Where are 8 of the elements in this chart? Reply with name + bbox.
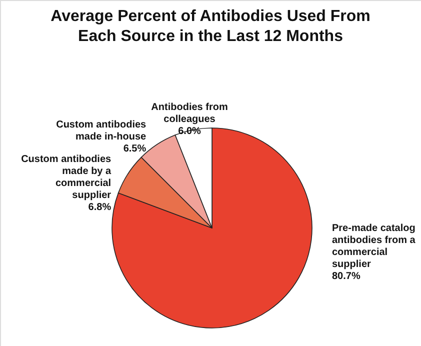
data-label: 80.7% (332, 271, 360, 282)
slice-label: Antibodies from colleagues (151, 102, 228, 126)
chart-title: Average Percent of Antibodies Used From Each Source in the Last 12 Months (50, 8, 370, 45)
slice-label: Pre-made catalog antibodies from a commercial supplier (332, 223, 416, 270)
slice-label: Custom antibodies made in-house (56, 119, 147, 142)
data-label: 6.5% (123, 143, 146, 154)
slice-label: Custom antibodies made by a commercial supplier (21, 154, 112, 202)
data-label: 6.8% (88, 202, 112, 214)
